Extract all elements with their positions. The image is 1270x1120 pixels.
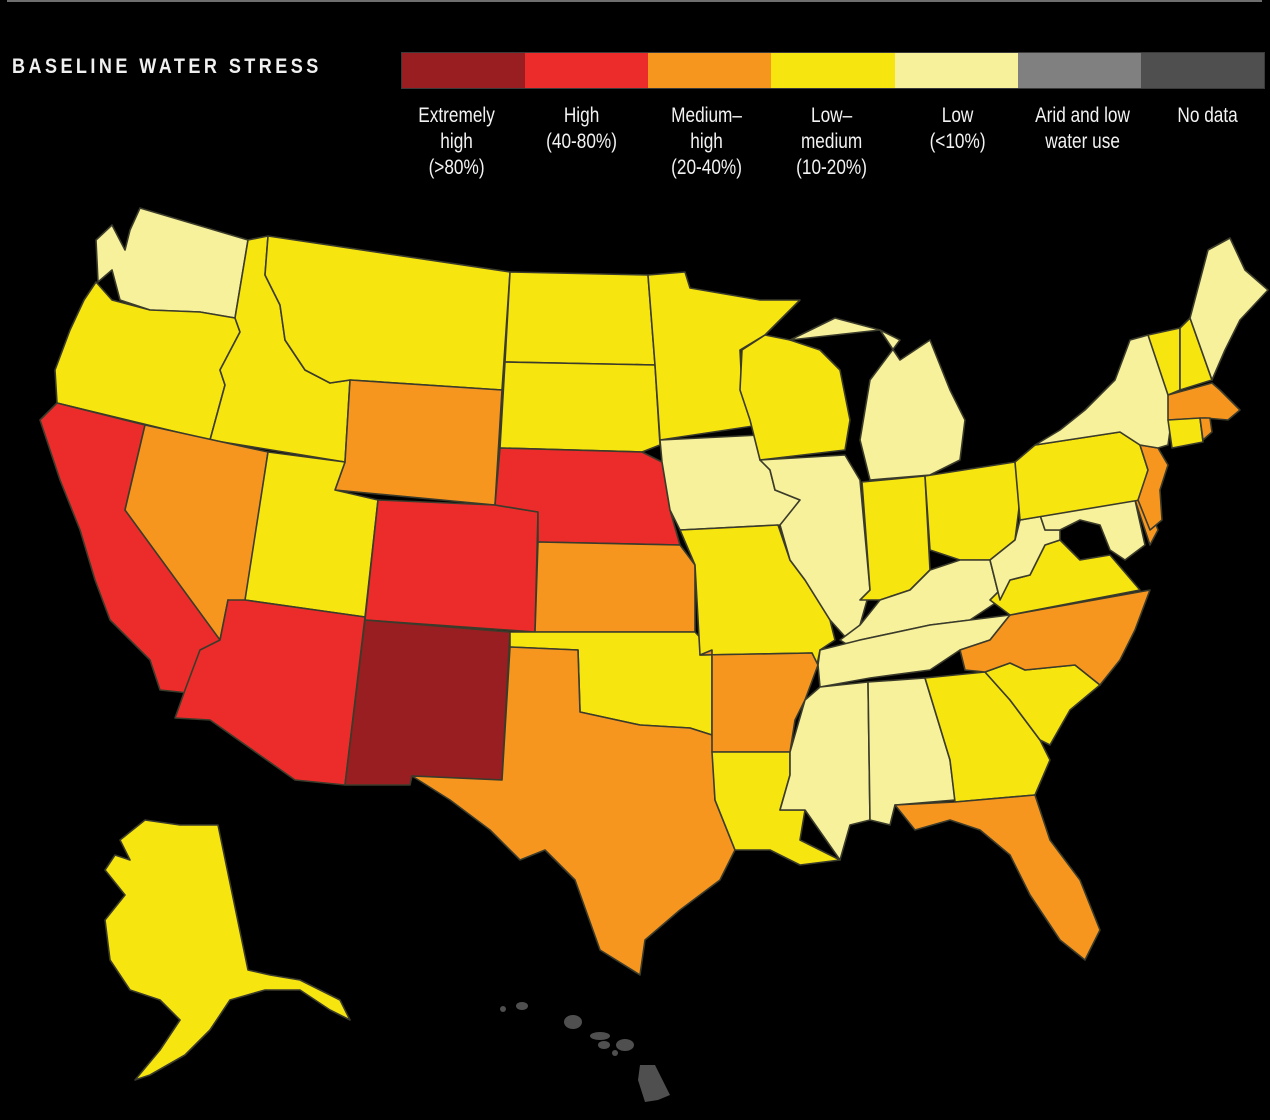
state-south-dakota <box>499 361 661 453</box>
legend-label-high: High (40-80%) <box>546 104 618 153</box>
state-wyoming <box>334 379 503 506</box>
legend-label-medium-high: Medium– high (20-40%) <box>671 104 743 179</box>
state-alaska <box>104 819 351 1081</box>
state-north-dakota <box>504 271 656 366</box>
legend-title: BASELINE WATER STRESS <box>12 55 322 78</box>
state-wisconsin <box>739 334 851 461</box>
legend-label-low-medium: Low– medium (10-20%) <box>796 104 868 179</box>
top-rule <box>7 0 1262 2</box>
legend-swatch-medium-high <box>648 53 772 88</box>
legend-swatch-no-data <box>1140 53 1264 88</box>
legend-labels: Extremely high (>80%) High (40-80%) Medi… <box>394 103 1270 181</box>
legend-label-extremely-high: Extremely high (>80%) <box>418 104 495 179</box>
state-kansas <box>534 541 696 633</box>
legend-swatch-high <box>525 53 649 88</box>
state-rhode-island <box>1199 417 1213 441</box>
legend-color-bar <box>401 52 1265 89</box>
state-arkansas <box>699 649 819 753</box>
legend-swatch-low <box>894 53 1018 88</box>
state-texas <box>411 646 736 976</box>
legend-swatch-extremely-high <box>402 53 526 88</box>
state-ohio <box>924 461 1021 561</box>
state-colorado <box>364 499 539 633</box>
legend-swatch-low-medium <box>771 53 895 88</box>
legend-label-no-data: No data <box>1177 104 1238 127</box>
state-florida <box>894 794 1101 961</box>
state-maine <box>1189 237 1269 381</box>
state-illinois <box>759 454 871 641</box>
legend-label-low: Low (<10%) <box>929 104 986 153</box>
legend-swatch-arid <box>1017 53 1141 88</box>
state-hawaii <box>500 1002 670 1102</box>
state-new-mexico <box>344 619 511 786</box>
state-new-jersey <box>1137 444 1169 531</box>
legend-label-arid: Arid and low water use <box>1034 104 1130 153</box>
state-connecticut <box>1167 417 1204 449</box>
